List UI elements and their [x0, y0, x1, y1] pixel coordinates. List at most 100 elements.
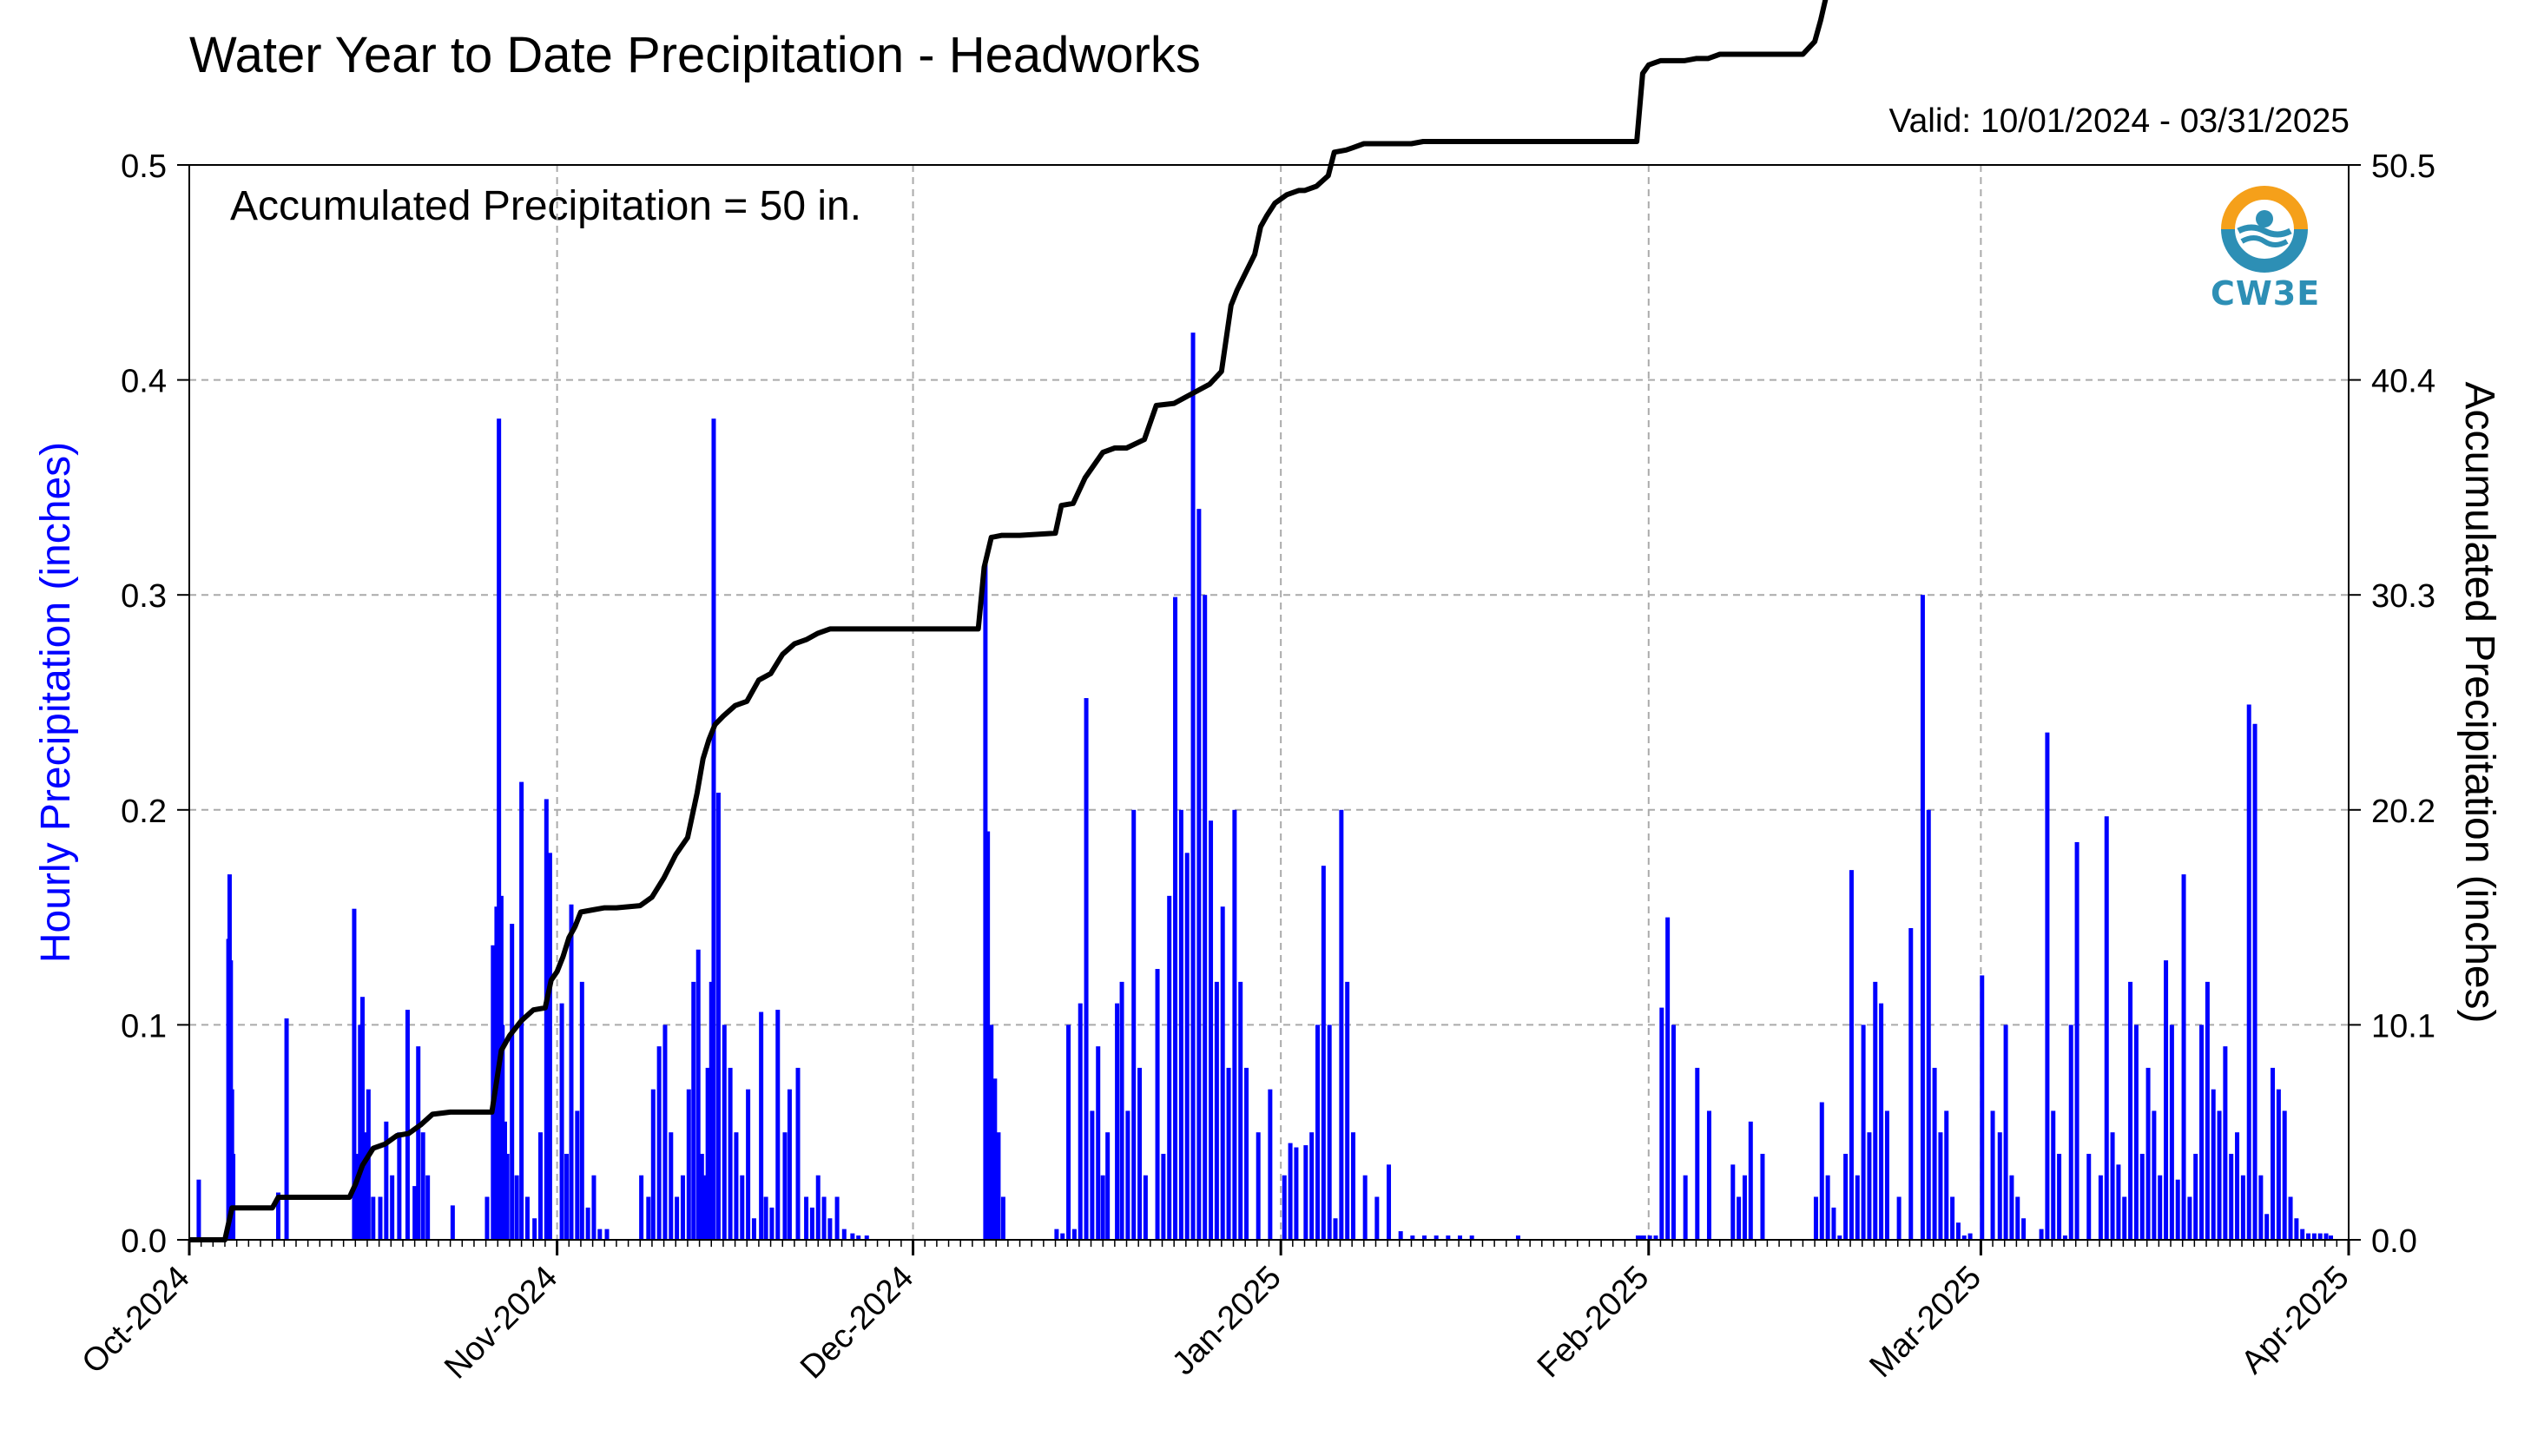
- precip-bar: [856, 1235, 861, 1240]
- precip-bar: [2098, 1175, 2103, 1240]
- accumulated-line: [189, 0, 1829, 1242]
- precip-bar: [751, 1218, 756, 1240]
- precip-bar: [2169, 1024, 2174, 1240]
- y-tick-label-left: 0.2: [121, 794, 167, 830]
- x-tick-label: Apr-2025: [2234, 1259, 2356, 1380]
- precip-bar: [575, 1110, 580, 1240]
- x-tick-label: Mar-2025: [1862, 1259, 1988, 1385]
- precip-bar: [2187, 1196, 2192, 1240]
- precip-bar: [1737, 1196, 1742, 1240]
- precip-bar: [500, 1024, 505, 1240]
- precip-bar: [2039, 1229, 2044, 1240]
- precip-bar: [2110, 1132, 2115, 1240]
- precip-bar: [2139, 1153, 2145, 1240]
- precip-bar: [1748, 1121, 1753, 1240]
- precip-bar: [2003, 1024, 2008, 1240]
- precip-bar: [834, 1196, 840, 1240]
- precip-bar: [1908, 927, 1914, 1240]
- accumulated-line-group: [189, 0, 1829, 1242]
- precip-bar: [510, 924, 515, 1240]
- precip-bar: [695, 949, 701, 1240]
- precip-bar: [691, 981, 696, 1240]
- precip-bar: [1066, 1024, 1071, 1240]
- precip-bar: [1843, 1153, 1849, 1240]
- precip-bar: [699, 1153, 704, 1240]
- precip-bar: [1950, 1196, 1955, 1240]
- y-axis-label-left: Hourly Precipitation (inches): [33, 442, 79, 963]
- y-tick-label-left: 0.5: [121, 148, 167, 185]
- precip-bar: [2116, 1164, 2121, 1240]
- y-tick-label-left: 0.1: [121, 1008, 167, 1044]
- precip-bar: [1695, 1067, 1700, 1240]
- precip-bar: [1938, 1132, 1943, 1240]
- precip-bar: [821, 1196, 827, 1240]
- precip-bar: [734, 1132, 739, 1240]
- precip-bar: [1000, 1196, 1005, 1240]
- precip-bar: [1683, 1175, 1688, 1240]
- precip-bar: [2317, 1233, 2323, 1240]
- precip-bar: [564, 1153, 570, 1240]
- precip-bar: [1434, 1235, 1439, 1240]
- precip-bar: [504, 1153, 510, 1240]
- precip-bar: [284, 1018, 289, 1240]
- precip-bar: [709, 981, 714, 1240]
- precip-bar: [1288, 1143, 1293, 1240]
- precip-bar: [425, 1175, 431, 1240]
- precip-bar: [1920, 595, 1925, 1240]
- precip-bar: [352, 908, 357, 1240]
- precip-bar: [1309, 1132, 1315, 1240]
- precip-bar: [1084, 698, 1089, 1240]
- precip-bar: [2086, 1153, 2092, 1240]
- precip-bar: [450, 1205, 455, 1240]
- precip-bar: [1849, 870, 1854, 1240]
- precip-bar: [196, 1179, 201, 1240]
- precip-bar: [795, 1067, 801, 1240]
- chart-subtitle: Valid: 10/01/2024 - 03/31/2025: [1888, 102, 2350, 140]
- precip-bar: [1932, 1067, 1937, 1240]
- precip-bar: [597, 1229, 603, 1240]
- precip-bar: [1226, 1067, 1231, 1240]
- precip-bar: [1232, 809, 1237, 1240]
- precip-bar: [1867, 1132, 1872, 1240]
- precip-bar: [1100, 1175, 1105, 1240]
- precip-bar: [2300, 1229, 2305, 1240]
- precip-bar: [1837, 1235, 1842, 1240]
- precip-bar: [1327, 1024, 1332, 1240]
- precip-bar: [1374, 1196, 1380, 1240]
- precip-bar: [497, 418, 502, 1241]
- precip-bar: [1458, 1235, 1463, 1240]
- precip-bar: [2074, 841, 2080, 1240]
- precip-bar: [650, 1089, 656, 1240]
- precip-bar: [2306, 1233, 2311, 1240]
- precip-bar: [1339, 809, 1344, 1240]
- precip-bar: [390, 1175, 395, 1240]
- precip-bar: [547, 853, 552, 1240]
- precip-bar: [1730, 1164, 1736, 1240]
- precip-bar: [1321, 866, 1326, 1240]
- precip-bar: [2271, 1067, 2276, 1240]
- precip-bar: [591, 1175, 596, 1240]
- precip-bar: [1131, 809, 1137, 1240]
- y-tick-label-right: 30.3: [2371, 578, 2435, 615]
- precip-bar: [1955, 1222, 1961, 1240]
- precip-bar: [1422, 1235, 1427, 1240]
- precip-bar: [405, 1010, 410, 1240]
- precip-bar: [1873, 981, 1878, 1240]
- precip-bar: [1333, 1218, 1338, 1240]
- precip-bar: [809, 1207, 814, 1240]
- precip-bar: [1944, 1110, 1949, 1240]
- precip-bar: [2282, 1110, 2287, 1240]
- precip-bar: [1861, 1024, 1866, 1240]
- precip-bar: [1078, 1003, 1083, 1240]
- precip-bar: [1268, 1089, 1273, 1240]
- precip-bar: [983, 560, 988, 1240]
- precip-bar: [2258, 1175, 2264, 1240]
- precip-bar: [1203, 595, 1208, 1240]
- precip-bar: [1410, 1235, 1415, 1240]
- precip-bar: [484, 1196, 490, 1240]
- precip-bar: [358, 1024, 363, 1240]
- precip-bar: [989, 1024, 994, 1240]
- precip-bar: [1125, 1110, 1130, 1240]
- precip-bar: [686, 1089, 691, 1240]
- precip-bar: [1825, 1175, 1830, 1240]
